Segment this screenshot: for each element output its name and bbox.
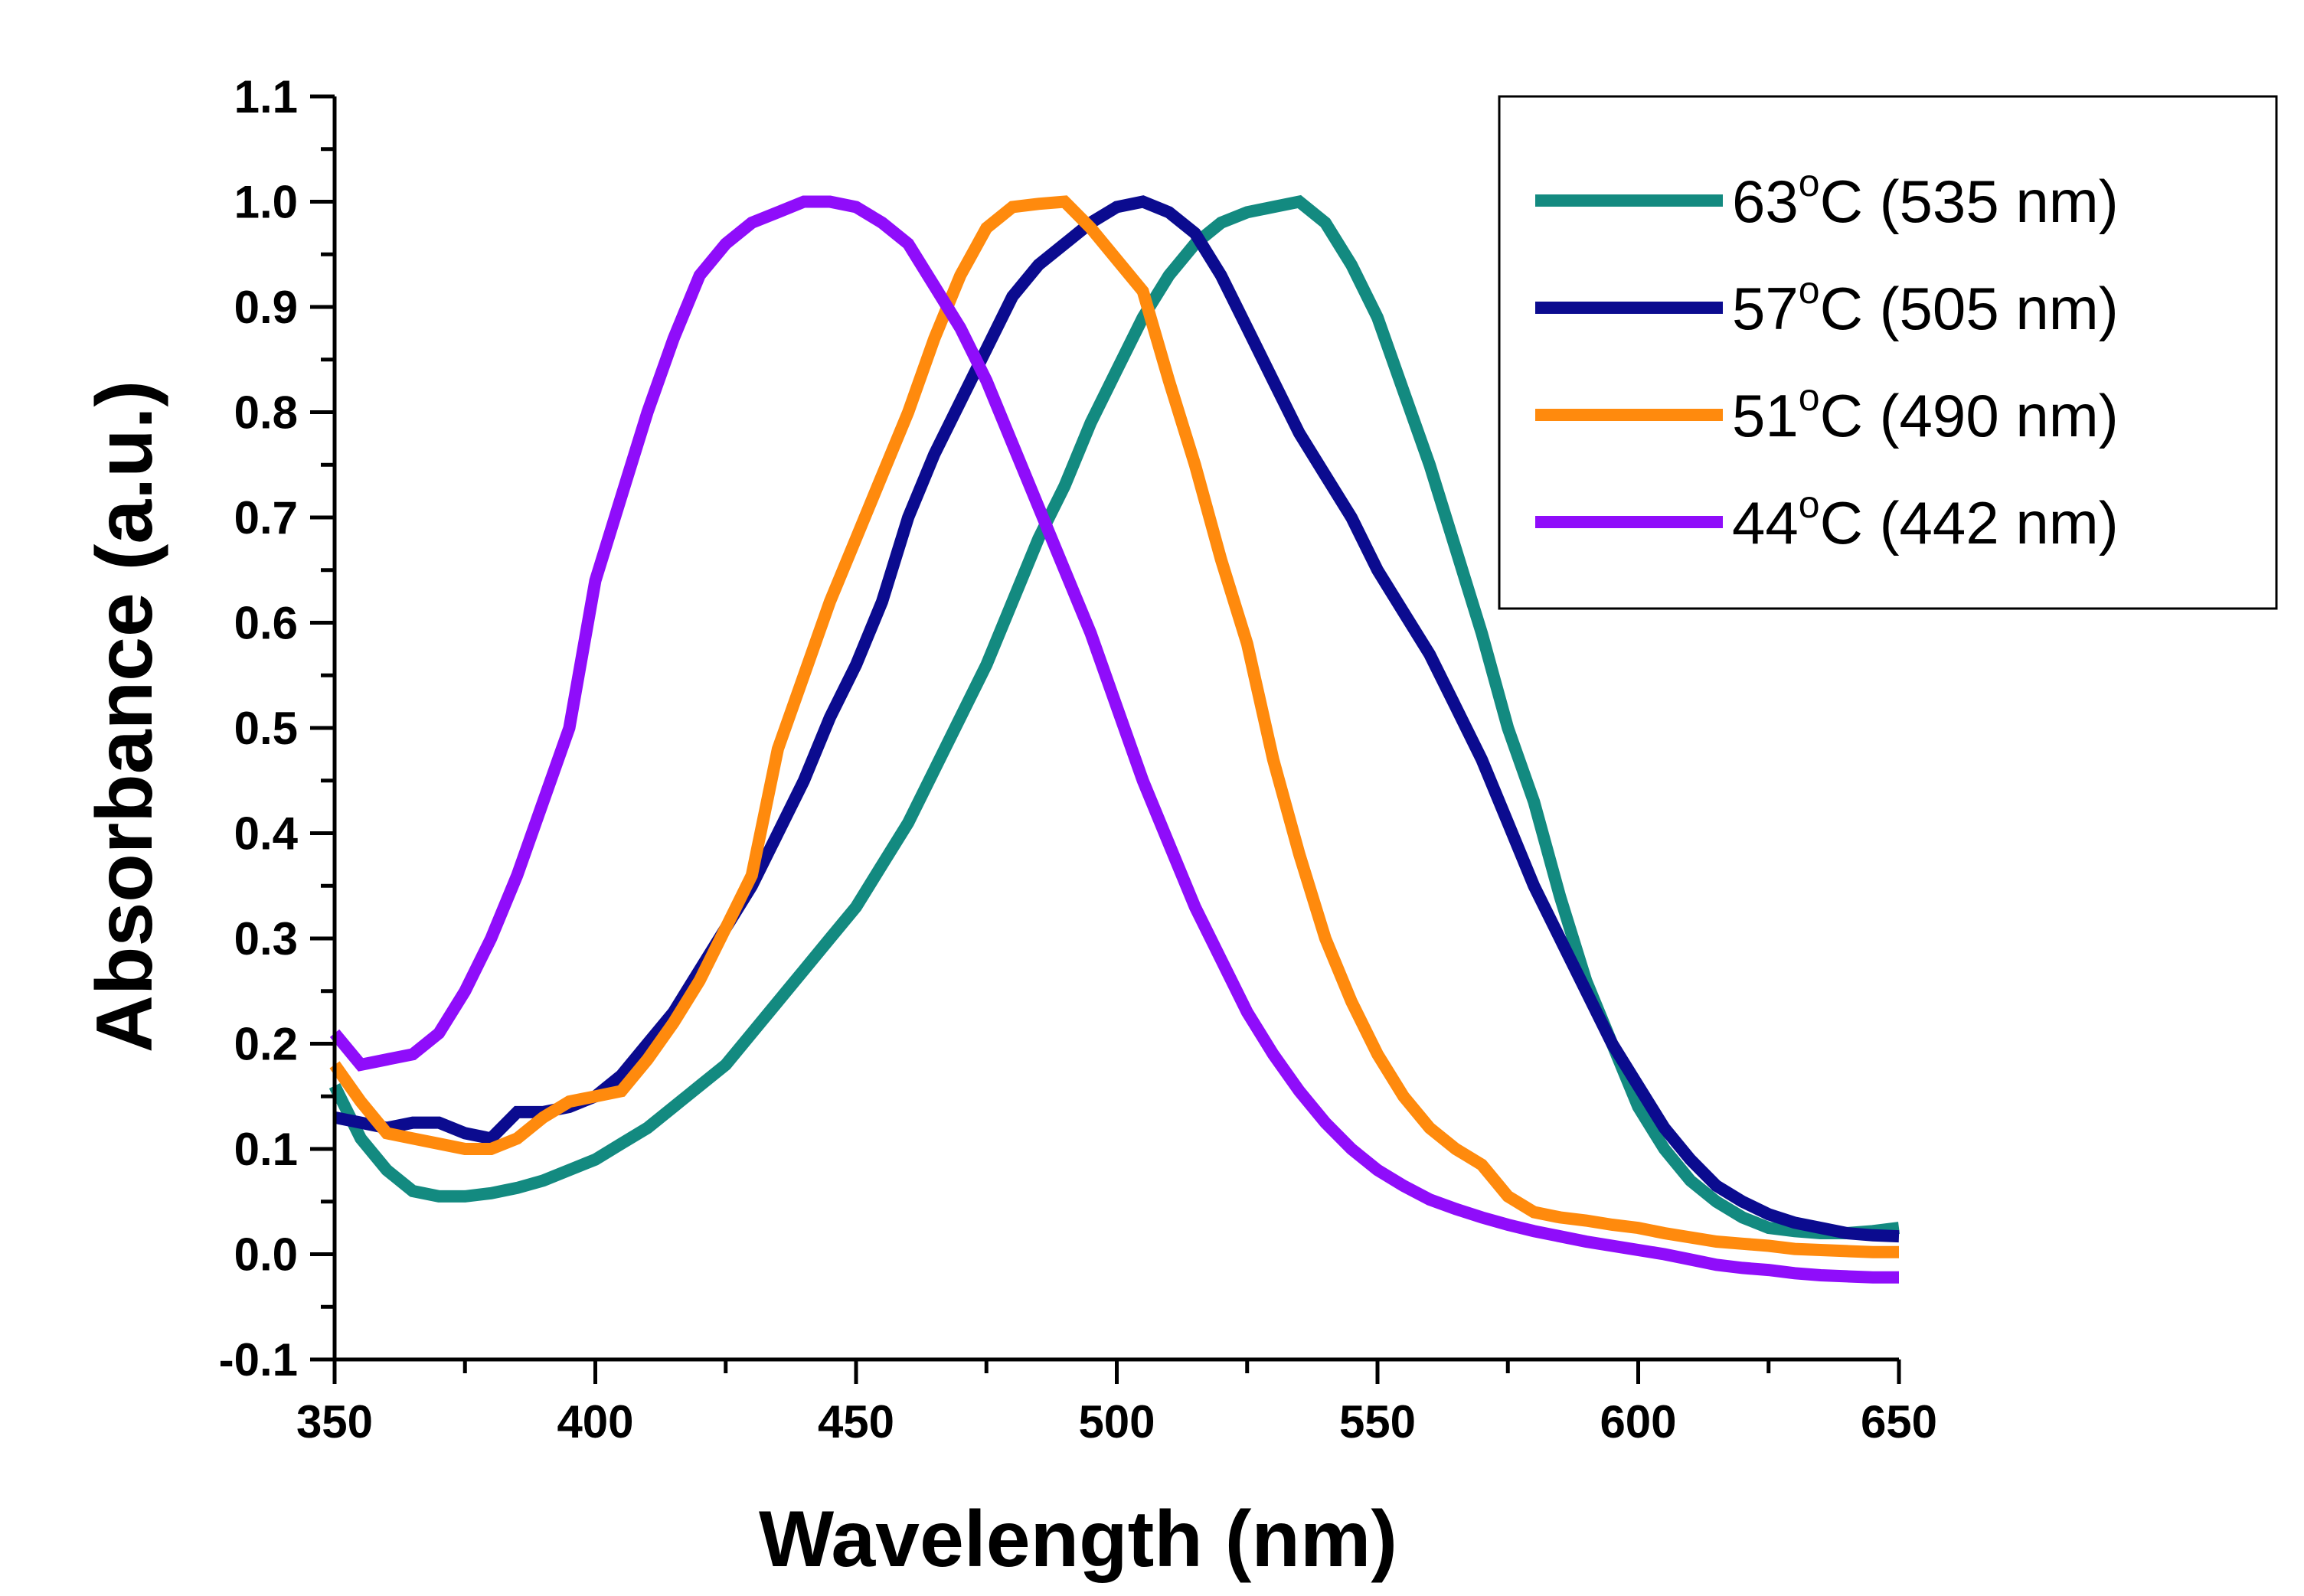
legend-item-44c: 44oC (442 nm) bbox=[1535, 483, 2119, 556]
legend-label: 44oC (442 nm) bbox=[1732, 483, 2119, 556]
y-tick-label: 1.1 bbox=[234, 71, 298, 122]
series-line-51c bbox=[329, 195, 1899, 1258]
legend-item-63c: 63oC (535 nm) bbox=[1535, 162, 2119, 235]
y-tick-label: 0.9 bbox=[234, 282, 298, 333]
legend-label: 63oC (535 nm) bbox=[1732, 162, 2119, 235]
series-line-44c bbox=[329, 195, 1899, 1284]
y-tick-label: 1.0 bbox=[234, 177, 298, 228]
legend-label: 57oC (505 nm) bbox=[1732, 269, 2119, 342]
x-tick-label: 550 bbox=[1339, 1396, 1416, 1447]
y-axis-title: Absorbance (a.u.) bbox=[80, 380, 169, 1053]
legend: 63oC (535 nm) 57oC (505 nm) 51oC (490 nm) 4… bbox=[1498, 95, 2278, 610]
x-tick-label: 450 bbox=[818, 1396, 894, 1447]
y-tick-label: 0.0 bbox=[234, 1229, 298, 1281]
y-tick-label: 0.3 bbox=[234, 913, 298, 964]
x-tick-label: 400 bbox=[557, 1396, 633, 1447]
x-tick-label: 650 bbox=[1861, 1396, 1937, 1447]
y-tick-label: 0.4 bbox=[234, 808, 299, 860]
y-tick-label: -0.1 bbox=[219, 1334, 298, 1385]
legend-item-57c: 57oC (505 nm) bbox=[1535, 269, 2119, 342]
x-tick-label: 600 bbox=[1600, 1396, 1676, 1447]
y-tick-label: 0.8 bbox=[234, 387, 298, 439]
y-tick-label: 0.6 bbox=[234, 598, 298, 649]
x-tick-label: 500 bbox=[1078, 1396, 1155, 1447]
x-tick-label: 350 bbox=[296, 1396, 373, 1447]
series-line-63c bbox=[328, 194, 1900, 1239]
x-axis-title: Wavelength (nm) bbox=[759, 1495, 1397, 1584]
legend-label: 51oC (490 nm) bbox=[1732, 376, 2119, 449]
y-tick-label: 0.2 bbox=[234, 1019, 298, 1070]
y-tick-label: 0.7 bbox=[234, 492, 298, 543]
plot-area bbox=[328, 194, 1900, 1284]
y-tick-label: 0.5 bbox=[234, 703, 298, 754]
y-tick-label: 0.1 bbox=[234, 1124, 298, 1175]
axes: 350 400 450 500 550 600 650 -0.1 0.0 0.1 0.2 0.3 0.4… bbox=[219, 71, 1937, 1447]
legend-item-51c: 51oC (490 nm) bbox=[1535, 376, 2119, 449]
